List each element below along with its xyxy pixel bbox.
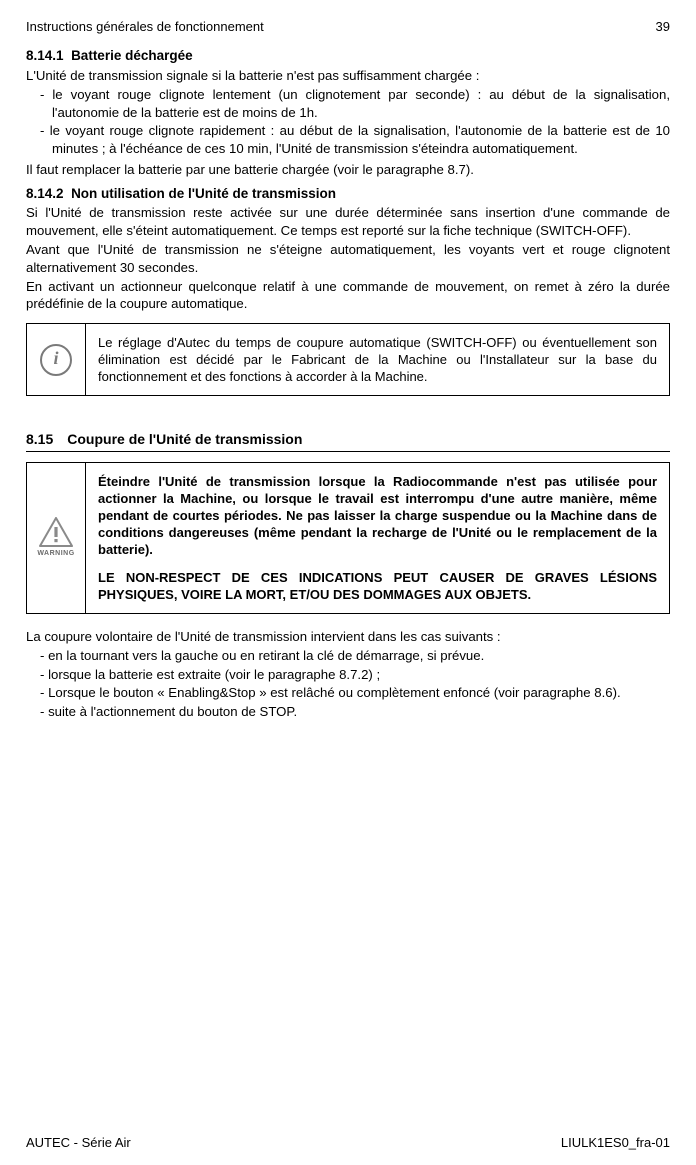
paragraph: Si l'Unité de transmission reste activée… xyxy=(26,204,670,239)
warning-paragraph: Éteindre l'Unité de transmission lorsque… xyxy=(98,473,657,559)
list-item: le voyant rouge clignote rapidement : au… xyxy=(26,122,670,157)
heading-number: 8.14.1 xyxy=(26,48,64,63)
footer-right: LIULK1ES0_fra-01 xyxy=(561,1134,670,1151)
list-item: suite à l'actionnement du bouton de STOP… xyxy=(26,703,670,720)
list-item: en la tournant vers la gauche ou en reti… xyxy=(26,647,670,664)
bullet-list: en la tournant vers la gauche ou en reti… xyxy=(26,647,670,720)
heading-number: 8.15 xyxy=(26,430,53,448)
warning-icon: WARNING xyxy=(37,517,74,558)
list-item: Lorsque le bouton « Enabling&Stop » est … xyxy=(26,684,670,701)
heading-8-15: 8.15 Coupure de l'Unité de transmission xyxy=(26,430,670,451)
document-page: Instructions générales de fonctionnement… xyxy=(0,0,696,1165)
info-callout: i Le réglage d'Autec du temps de coupure… xyxy=(26,323,670,396)
running-header: Instructions générales de fonctionnement… xyxy=(26,18,670,35)
warning-paragraph: LE NON-RESPECT DE CES INDICATIONS PEUT C… xyxy=(98,569,657,603)
running-footer: AUTEC - Série Air LIULK1ES0_fra-01 xyxy=(26,1134,670,1151)
heading-text: Non utilisation de l'Unité de transmissi… xyxy=(71,186,336,201)
paragraph: Il faut remplacer la batterie par une ba… xyxy=(26,161,670,178)
warning-label: WARNING xyxy=(37,549,74,558)
heading-text: Batterie déchargée xyxy=(71,48,193,63)
info-icon: i xyxy=(40,344,72,376)
info-callout-text: Le réglage d'Autec du temps de coupure a… xyxy=(86,324,669,395)
heading-number: 8.14.2 xyxy=(26,186,64,201)
paragraph: Avant que l'Unité de transmission ne s'é… xyxy=(26,241,670,276)
bullet-list: le voyant rouge clignote lentement (un c… xyxy=(26,86,670,157)
header-page-number: 39 xyxy=(656,18,670,35)
spacer xyxy=(26,410,670,416)
warning-callout: WARNING Éteindre l'Unité de transmission… xyxy=(26,462,670,614)
header-title: Instructions générales de fonctionnement xyxy=(26,18,264,35)
paragraph: La coupure volontaire de l'Unité de tran… xyxy=(26,628,670,645)
paragraph: L'Unité de transmission signale si la ba… xyxy=(26,67,670,84)
warning-callout-body: Éteindre l'Unité de transmission lorsque… xyxy=(86,463,669,613)
heading-8-14-1: 8.14.1 Batterie déchargée xyxy=(26,47,670,65)
heading-8-14-2: 8.14.2 Non utilisation de l'Unité de tra… xyxy=(26,185,670,203)
heading-text: Coupure de l'Unité de transmission xyxy=(67,430,302,448)
paragraph: En activant un actionneur quelconque rel… xyxy=(26,278,670,313)
warning-icon-cell: WARNING xyxy=(27,463,86,613)
list-item: lorsque la batterie est extraite (voir l… xyxy=(26,666,670,683)
warning-triangle-icon xyxy=(39,517,73,547)
footer-left: AUTEC - Série Air xyxy=(26,1134,131,1151)
info-icon-cell: i xyxy=(27,324,86,395)
list-item: le voyant rouge clignote lentement (un c… xyxy=(26,86,670,121)
